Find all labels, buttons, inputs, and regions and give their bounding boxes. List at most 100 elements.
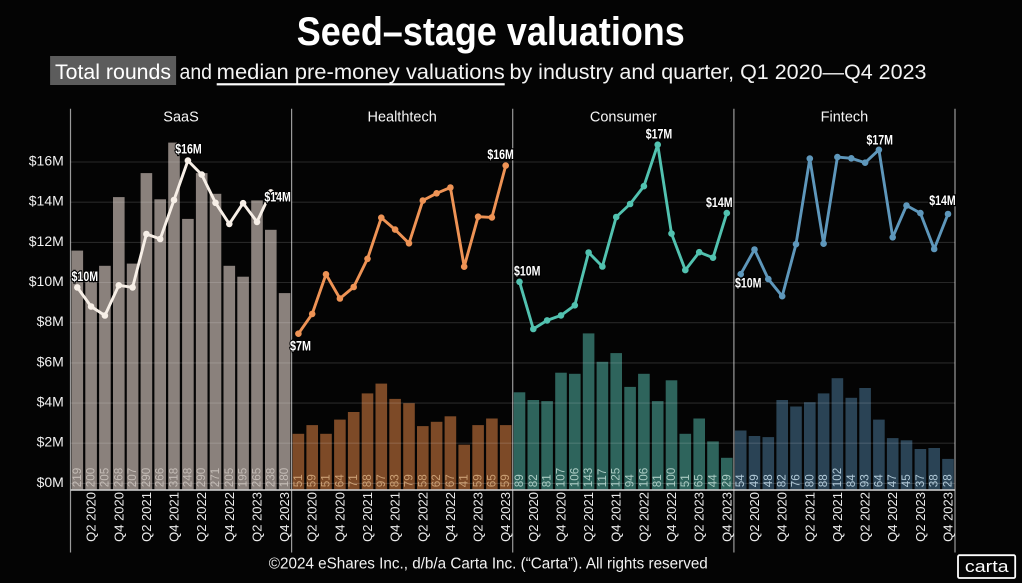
svg-text:38: 38 [928,474,941,487]
svg-text:290: 290 [195,467,208,487]
svg-text:100: 100 [665,467,678,487]
svg-text:125: 125 [610,467,623,487]
svg-text:Q2 2021: Q2 2021 [360,492,375,542]
svg-text:180: 180 [278,467,291,487]
svg-text:Q2 2022: Q2 2022 [194,492,209,542]
svg-text:89: 89 [513,474,526,487]
svg-text:Q2 2023: Q2 2023 [913,492,928,542]
svg-text:Q2 2021: Q2 2021 [802,492,817,542]
svg-text:Q4 2021: Q4 2021 [830,492,845,542]
svg-text:Q4 2021: Q4 2021 [609,492,624,542]
svg-text:Q2 2022: Q2 2022 [858,492,873,542]
svg-text:64: 64 [872,474,885,488]
svg-text:Q2 2020: Q2 2020 [84,492,99,542]
svg-text:median pre-money valuations: median pre-money valuations [217,60,505,84]
svg-text:49: 49 [748,474,761,487]
svg-text:Q4 2020: Q4 2020 [775,492,790,542]
svg-text:54: 54 [734,474,747,488]
svg-text:carta: carta [965,558,1010,576]
svg-text:©2024 eShares Inc., d/b/a Cart: ©2024 eShares Inc., d/b/a Carta Inc. (“C… [269,556,708,573]
svg-text:Total rounds: Total rounds [55,60,171,84]
svg-text:47: 47 [886,474,899,487]
svg-text:Q4 2022: Q4 2022 [443,492,458,542]
svg-text:97: 97 [375,474,388,487]
svg-text:200: 200 [85,467,98,487]
svg-text:88: 88 [361,474,374,487]
svg-text:84: 84 [845,474,858,488]
svg-text:207: 207 [126,468,139,488]
svg-text:143: 143 [582,468,595,488]
svg-text:$10M: $10M [514,264,541,279]
svg-text:48: 48 [762,474,775,487]
svg-text:117: 117 [596,469,609,488]
svg-text:28: 28 [942,474,955,487]
svg-text:45: 45 [900,474,913,488]
svg-text:81: 81 [541,474,554,487]
svg-text:44: 44 [707,474,720,488]
svg-text:Q2 2021: Q2 2021 [139,492,154,542]
svg-text:265: 265 [251,467,264,487]
svg-text:268: 268 [112,468,125,488]
svg-text:$14M: $14M [29,193,64,209]
svg-text:82: 82 [527,474,540,487]
svg-text:Q4 2023: Q4 2023 [719,492,734,542]
svg-text:Q4 2023: Q4 2023 [277,492,292,542]
svg-text:58: 58 [416,474,429,487]
svg-text:Q2 2022: Q2 2022 [415,492,430,542]
svg-text:248: 248 [181,468,194,488]
svg-text:79: 79 [403,474,416,487]
svg-text:271: 271 [209,468,222,488]
svg-text:62: 62 [430,474,443,487]
svg-text:219: 219 [71,468,84,488]
svg-text:Q4 2023: Q4 2023 [941,492,956,542]
svg-text:Seed–stage valuations: Seed–stage valuations [297,10,685,54]
svg-text:64: 64 [333,474,346,488]
svg-text:$8M: $8M [37,313,64,329]
svg-text:106: 106 [568,468,581,488]
svg-text:51: 51 [320,474,333,487]
svg-text:$10M: $10M [72,269,99,284]
svg-text:205: 205 [223,467,236,487]
svg-text:Q4 2021: Q4 2021 [167,492,182,542]
svg-text:Q2 2021: Q2 2021 [581,492,596,542]
svg-text:59: 59 [306,474,319,487]
svg-text:107: 107 [555,468,568,488]
svg-text:102: 102 [831,468,844,488]
svg-text:76: 76 [790,474,803,487]
svg-text:37: 37 [914,474,927,487]
svg-text:82: 82 [776,474,789,487]
svg-text:Q2 2023: Q2 2023 [692,492,707,542]
svg-text:by industry and quarter, Q1 20: by industry and quarter, Q1 2020—Q4 2023 [510,60,927,84]
svg-text:$12M: $12M [29,233,64,249]
svg-text:Q4 2020: Q4 2020 [111,492,126,542]
svg-text:$6M: $6M [37,353,64,369]
svg-text:94: 94 [624,474,637,488]
svg-text:266: 266 [154,468,167,488]
svg-text:195: 195 [237,467,250,487]
svg-text:51: 51 [292,474,305,487]
svg-text:$10M: $10M [735,276,762,291]
svg-text:29: 29 [720,474,733,487]
svg-text:59: 59 [499,474,512,487]
svg-text:$4M: $4M [37,394,64,410]
svg-text:238: 238 [264,468,277,488]
svg-text:Q2 2020: Q2 2020 [747,492,762,542]
svg-text:$14M: $14M [264,190,291,205]
svg-text:81: 81 [651,474,664,487]
svg-text:318: 318 [168,468,181,488]
svg-text:93: 93 [859,474,872,487]
svg-text:290: 290 [140,467,153,487]
svg-text:Healthtech: Healthtech [367,110,436,126]
svg-text:$2M: $2M [37,434,64,450]
svg-text:Q2 2020: Q2 2020 [305,492,320,542]
svg-text:Q4 2022: Q4 2022 [664,492,679,542]
svg-text:$16M: $16M [487,147,514,162]
svg-text:71: 71 [347,474,360,487]
svg-text:$7M: $7M [290,339,311,354]
svg-text:Q4 2021: Q4 2021 [388,492,403,542]
svg-text:Q4 2020: Q4 2020 [554,492,569,542]
svg-text:and: and [180,60,213,84]
svg-text:Q4 2022: Q4 2022 [222,492,237,542]
svg-text:65: 65 [693,474,706,488]
svg-text:67: 67 [444,474,457,487]
